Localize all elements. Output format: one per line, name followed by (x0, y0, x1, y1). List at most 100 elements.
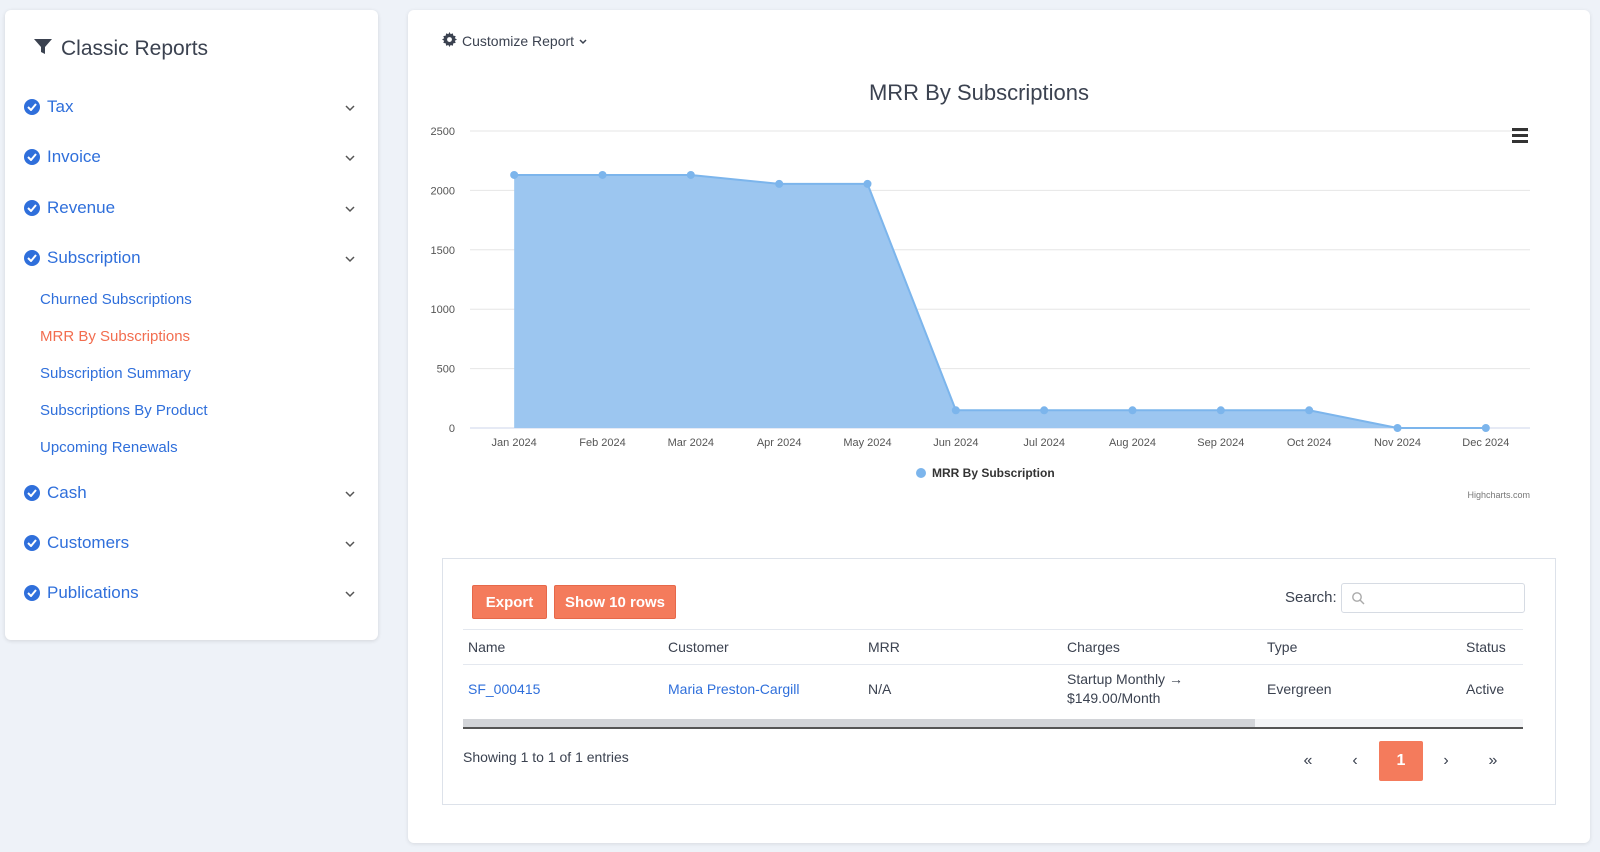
data-point[interactable] (598, 170, 607, 179)
data-point[interactable] (1393, 424, 1402, 432)
x-tick-label: Jan 2024 (492, 437, 537, 449)
horizontal-scrollbar[interactable] (463, 719, 1523, 729)
mrr-chart: MRR By Subscriptions 0 500 1000 1500 2000 250… (431, 80, 1530, 500)
sidebar-item-upcoming-renewals[interactable]: Upcoming Renewals (40, 439, 178, 456)
chart-series (514, 173, 1486, 429)
data-point[interactable] (1305, 406, 1314, 415)
x-tick-label: Jun 2024 (933, 437, 978, 449)
previous-page-button[interactable]: ‹ (1352, 752, 1358, 769)
page-1-button[interactable]: 1 (1379, 741, 1423, 781)
chevron-down-icon (344, 101, 356, 113)
check-circle-icon (24, 149, 40, 165)
data-point[interactable] (775, 179, 784, 188)
chevron-down-icon (344, 252, 356, 264)
table-header-bottom-border (463, 664, 1523, 665)
customize-report-label: Customize Report (462, 33, 575, 49)
search-input[interactable] (1370, 588, 1520, 608)
last-page-button[interactable]: » (1488, 752, 1498, 769)
series-line (514, 173, 1486, 429)
sidebar-section-label: Tax (47, 97, 74, 116)
sidebar-section-label: Customers (47, 533, 130, 552)
sidebar-item-subscription-summary[interactable]: Subscription Summary (40, 365, 191, 382)
table-panel: Export Show 10 rows Search: Name Custome… (442, 558, 1556, 805)
sidebar-section-label: Invoice (47, 147, 101, 166)
legend-label: MRR By Subscription (932, 466, 1055, 480)
sidebar-header: Classic Reports (33, 37, 208, 61)
sidebar-section-label: Cash (47, 483, 87, 502)
y-tick-label: 2500 (431, 126, 455, 138)
data-point[interactable] (1040, 406, 1049, 415)
x-tick-label: Jul 2024 (1023, 437, 1065, 449)
sidebar-title: Classic Reports (61, 37, 209, 60)
chevron-down-icon (579, 33, 587, 49)
y-tick-label: 2000 (431, 185, 455, 197)
chevron-down-icon (344, 537, 356, 549)
x-tick-label: Sep 2024 (1197, 437, 1244, 449)
check-circle-icon (24, 585, 40, 601)
x-tick-label: Dec 2024 (1462, 437, 1509, 449)
chevron-down-icon (344, 202, 356, 214)
chevron-down-icon (344, 587, 356, 599)
sidebar-section-label: Subscription (47, 248, 141, 267)
chart-y-ticks: 0 500 1000 1500 2000 2500 (431, 126, 455, 435)
cell-status: Active (1466, 681, 1505, 697)
data-point[interactable] (510, 170, 519, 179)
cell-name-link[interactable]: SF_000415 (468, 681, 541, 697)
check-circle-icon (24, 99, 40, 115)
gear-icon (442, 32, 457, 50)
sidebar-section-tax[interactable]: Tax (5, 92, 378, 122)
column-header-status[interactable]: Status (1466, 639, 1506, 655)
sidebar-item-subscriptions-by-product[interactable]: Subscriptions By Product (40, 402, 208, 419)
legend-marker (916, 468, 926, 478)
column-header-mrr[interactable]: MRR (868, 639, 900, 655)
table-header-top-border (463, 629, 1523, 630)
show-rows-button[interactable]: Show 10 rows (554, 585, 676, 619)
customize-report-button[interactable]: Customize Report (442, 32, 587, 50)
sidebar-section-cash[interactable]: Cash (5, 478, 378, 508)
first-page-button[interactable]: « (1303, 752, 1313, 769)
sidebar-section-label: Revenue (47, 198, 116, 217)
x-tick-label: Aug 2024 (1109, 437, 1156, 449)
sidebar-section-revenue[interactable]: Revenue (5, 193, 378, 223)
filter-icon (33, 38, 53, 61)
sidebar-item-churned-subscriptions[interactable]: Churned Subscriptions (40, 291, 192, 308)
table-info: Showing 1 to 1 of 1 entries (463, 749, 629, 765)
sidebar-item-mrr-by-subscriptions[interactable]: MRR By Subscriptions (40, 328, 191, 345)
column-header-charges[interactable]: Charges (1067, 639, 1120, 655)
sidebar-section-publications[interactable]: Publications (5, 578, 378, 608)
check-circle-icon (24, 535, 40, 551)
check-circle-icon (24, 250, 40, 266)
chevron-down-icon (344, 487, 356, 499)
sidebar-section-customers[interactable]: Customers (5, 528, 378, 558)
sidebar-section-invoice[interactable]: Invoice (5, 142, 378, 172)
data-point[interactable] (1481, 424, 1490, 432)
chart-title: MRR By Subscriptions (869, 80, 1089, 105)
x-tick-label: Nov 2024 (1374, 437, 1421, 449)
chart-credits[interactable]: Highcharts.com (1467, 490, 1530, 500)
chevron-down-icon (344, 151, 356, 163)
column-header-customer[interactable]: Customer (668, 639, 729, 655)
x-tick-label: Oct 2024 (1287, 437, 1332, 449)
cell-customer-link[interactable]: Maria Preston-Cargill (668, 681, 800, 697)
x-tick-label: Mar 2024 (668, 437, 714, 449)
search-label: Search: (1285, 589, 1337, 606)
data-point[interactable] (863, 179, 872, 188)
check-circle-icon (24, 200, 40, 216)
scrollbar-thumb[interactable] (463, 719, 1255, 727)
next-page-button[interactable]: › (1443, 752, 1449, 769)
y-tick-label: 1000 (431, 304, 455, 316)
chart-menu-icon[interactable] (1512, 128, 1528, 143)
export-button[interactable]: Export (472, 585, 547, 619)
y-tick-label: 0 (449, 423, 455, 435)
data-point[interactable] (1128, 406, 1137, 415)
chart-legend-item[interactable]: MRR By Subscription (916, 466, 1055, 480)
search-field[interactable] (1341, 583, 1525, 613)
data-point[interactable] (1216, 406, 1225, 415)
sidebar-section-subscription[interactable]: Subscription (5, 243, 378, 273)
column-header-type[interactable]: Type (1267, 639, 1298, 655)
data-point[interactable] (686, 170, 695, 179)
x-tick-label: Feb 2024 (579, 437, 625, 449)
column-header-name[interactable]: Name (468, 639, 506, 655)
chart-x-ticks: Jan 2024 Feb 2024 Mar 2024 Apr 2024 May 2024… (492, 437, 1510, 449)
data-point[interactable] (951, 406, 960, 415)
